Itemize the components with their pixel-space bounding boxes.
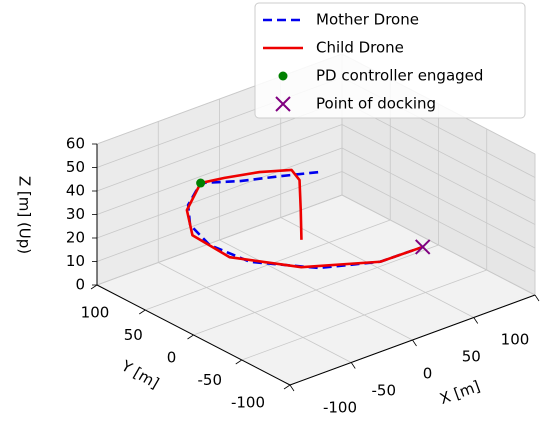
tick-mark <box>350 362 356 369</box>
tick-mark <box>90 284 98 290</box>
z-tick-label: 0 <box>75 276 85 294</box>
y-tick-label: 100 <box>81 304 110 322</box>
z-tick-label: 30 <box>66 205 85 223</box>
x-tick-label: 100 <box>501 331 530 349</box>
grid-line <box>241 269 487 361</box>
x-tick-label: 0 <box>423 365 433 383</box>
x-axis-label: X [m] <box>437 377 482 408</box>
series-line <box>186 170 424 270</box>
z-tick-label: 40 <box>66 182 85 200</box>
tick-mark <box>412 339 417 347</box>
legend: Mother Drone Child Drone PD controller eng… <box>254 2 526 119</box>
x-tick-label: -100 <box>323 399 357 417</box>
z-tick-label: 60 <box>66 135 85 153</box>
grid-line <box>341 171 536 272</box>
x-tick-label: 50 <box>462 348 481 366</box>
x-tick-label: -50 <box>372 382 397 400</box>
z-axis-label: Z [m] (Up) <box>16 176 34 254</box>
y-tick-label: -50 <box>198 371 223 389</box>
z-tick-label: 10 <box>66 252 85 270</box>
grid-line <box>193 244 439 336</box>
grid-line <box>96 147 343 239</box>
tick-mark <box>139 309 146 315</box>
tick-mark <box>473 317 479 324</box>
marker <box>415 239 431 255</box>
y-axis-label: Y [m] <box>117 356 162 392</box>
tick-mark <box>187 334 194 340</box>
legend-label: Child Drone <box>316 39 404 57</box>
grid-line <box>341 194 536 296</box>
grid-line <box>96 124 343 215</box>
legend-swatch <box>275 96 291 112</box>
legend-box <box>254 2 526 119</box>
z-tick-label: 20 <box>66 229 85 247</box>
tick-mark <box>289 384 295 392</box>
marker <box>196 178 206 188</box>
tick-mark <box>283 384 291 390</box>
y-tick-label: 50 <box>124 326 143 344</box>
y-tick-label: 0 <box>167 349 177 367</box>
legend-label: Mother Drone <box>316 11 419 29</box>
grid-line <box>96 171 343 262</box>
grid-line <box>341 147 536 249</box>
axis-line <box>289 294 536 386</box>
y-tick-label: -100 <box>231 394 265 412</box>
legend-swatch <box>278 71 288 81</box>
grid-line <box>341 124 536 225</box>
tick-mark <box>534 294 540 302</box>
axis-line <box>96 284 291 386</box>
grid-line <box>145 219 391 311</box>
legend-label: PD controller engaged <box>316 67 483 85</box>
tick-mark <box>235 359 242 365</box>
legend-label: Point of docking <box>316 95 436 113</box>
z-tick-label: 50 <box>66 158 85 176</box>
